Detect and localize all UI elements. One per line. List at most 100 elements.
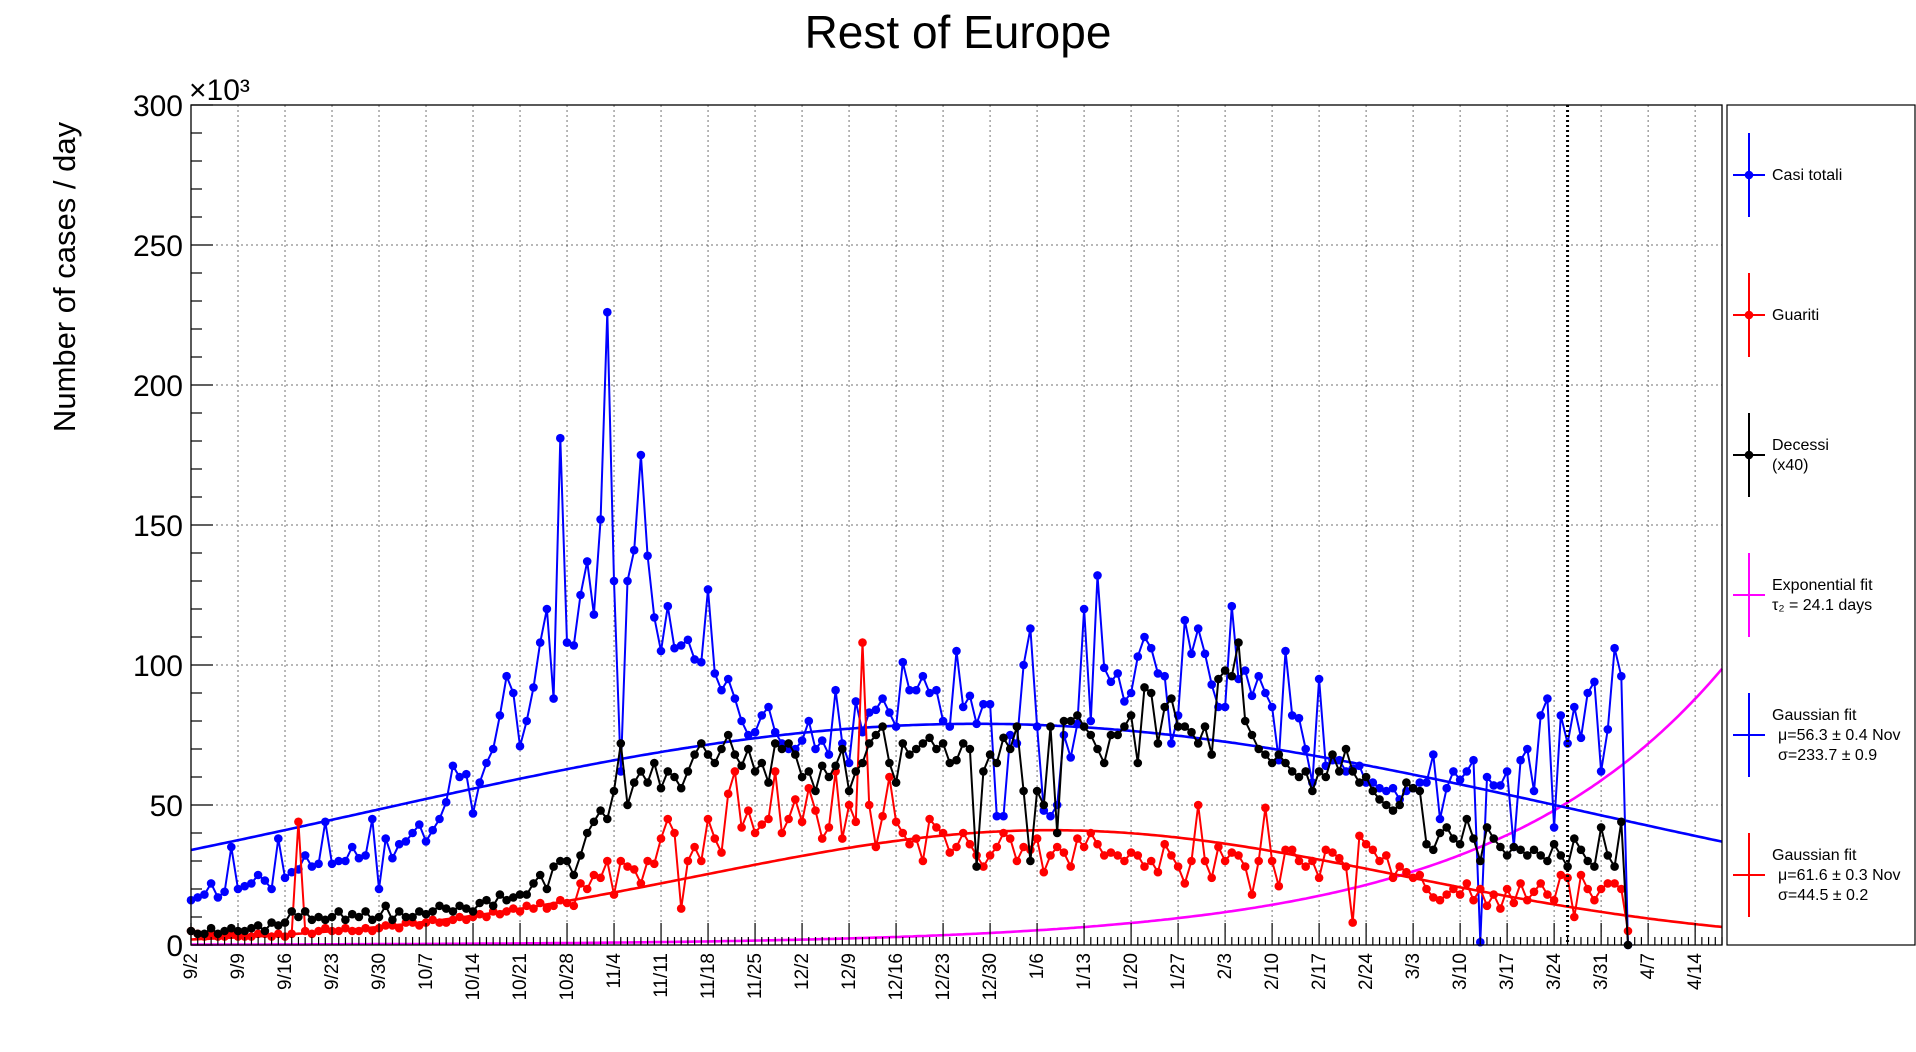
data-point xyxy=(1462,814,1472,824)
data-point xyxy=(1099,851,1109,860)
data-point xyxy=(582,557,592,566)
data-point xyxy=(925,814,934,824)
data-point xyxy=(321,915,330,925)
data-point xyxy=(636,767,646,776)
data-point xyxy=(509,904,518,913)
data-point xyxy=(764,702,773,712)
data-point xyxy=(1455,839,1465,849)
data-point xyxy=(723,730,733,740)
data-point xyxy=(1415,778,1425,787)
x-tick-label: 10/21 xyxy=(510,953,531,1001)
x-tick-label: 10/7 xyxy=(416,953,437,990)
data-point xyxy=(428,825,438,835)
data-point xyxy=(206,879,216,888)
data-point xyxy=(1469,834,1478,843)
data-point xyxy=(1549,823,1559,832)
data-point xyxy=(616,856,626,866)
data-point xyxy=(1435,895,1445,905)
data-point xyxy=(945,722,955,731)
x-tick-label: 3/3 xyxy=(1403,953,1424,979)
data-point xyxy=(1549,839,1559,849)
x-tick-label: 3/17 xyxy=(1497,953,1518,990)
data-point xyxy=(1596,767,1606,776)
data-point xyxy=(1603,851,1613,860)
data-point xyxy=(582,828,592,838)
data-point xyxy=(1375,795,1384,804)
data-point xyxy=(697,856,706,866)
data-point xyxy=(670,772,679,782)
data-point xyxy=(280,873,290,883)
data-point xyxy=(267,918,276,927)
x-tick-label: 1/20 xyxy=(1121,953,1142,990)
data-point xyxy=(1368,845,1378,855)
data-point xyxy=(643,551,652,561)
data-point xyxy=(932,744,941,754)
data-point xyxy=(247,923,256,933)
data-point xyxy=(361,923,370,933)
data-point xyxy=(784,739,793,748)
data-point xyxy=(683,635,693,645)
data-point xyxy=(1328,848,1337,857)
data-point xyxy=(415,820,424,829)
data-point xyxy=(938,828,948,838)
data-point xyxy=(1482,823,1492,832)
data-point xyxy=(549,694,558,703)
data-point xyxy=(1516,755,1525,765)
data-point xyxy=(448,907,458,916)
data-point xyxy=(354,926,364,936)
data-point xyxy=(1516,845,1525,855)
data-point xyxy=(945,758,955,768)
data-point xyxy=(1140,632,1149,642)
data-point xyxy=(1106,730,1116,740)
data-point xyxy=(1160,671,1169,681)
data-point xyxy=(354,853,364,863)
data-point xyxy=(1523,851,1532,860)
data-point xyxy=(1496,904,1505,913)
data-point xyxy=(643,778,652,787)
data-point xyxy=(307,929,317,939)
data-point xyxy=(1099,758,1109,768)
data-point xyxy=(213,893,223,902)
data-point xyxy=(441,797,451,807)
data-point xyxy=(1455,890,1465,899)
data-point xyxy=(1153,739,1163,748)
data-point xyxy=(958,702,968,712)
data-point xyxy=(1146,856,1156,866)
data-point xyxy=(314,859,323,869)
data-point xyxy=(1469,895,1478,905)
data-point xyxy=(1026,856,1035,866)
data-point xyxy=(502,895,511,905)
data-point xyxy=(233,884,243,894)
data-point xyxy=(1341,862,1351,871)
data-point xyxy=(1442,823,1451,832)
data-point xyxy=(730,767,740,776)
data-point xyxy=(1005,730,1015,740)
data-point xyxy=(636,450,646,460)
data-point xyxy=(468,809,478,818)
data-point xyxy=(1153,867,1163,877)
data-point xyxy=(1113,669,1122,678)
data-point xyxy=(1281,646,1290,656)
data-point xyxy=(596,806,605,815)
data-point xyxy=(327,859,337,869)
data-point xyxy=(999,828,1008,838)
x-tick-label: 11/18 xyxy=(698,953,719,999)
data-point xyxy=(1005,744,1015,754)
data-point xyxy=(455,772,464,782)
data-point xyxy=(200,890,209,899)
data-point xyxy=(1012,722,1022,731)
data-point xyxy=(979,862,988,871)
data-point xyxy=(817,834,827,843)
data-point xyxy=(562,898,572,908)
data-point xyxy=(1019,660,1028,670)
data-point xyxy=(797,772,807,782)
data-point xyxy=(737,823,746,832)
data-point xyxy=(1429,845,1438,855)
data-point xyxy=(864,739,874,748)
data-point xyxy=(1267,856,1277,866)
data-point xyxy=(1455,775,1465,785)
data-point xyxy=(1543,856,1552,866)
data-point xyxy=(1314,767,1324,776)
legend-entry: Casi totali xyxy=(1733,133,1842,217)
data-point xyxy=(515,741,525,751)
